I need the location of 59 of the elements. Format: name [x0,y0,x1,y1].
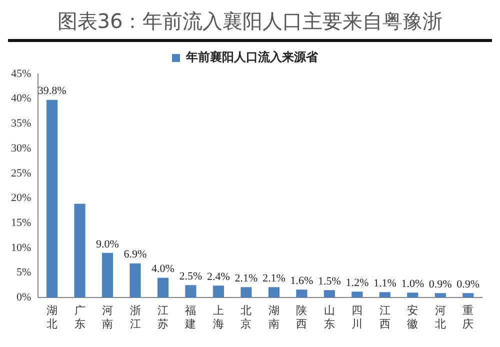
bar [407,292,418,298]
bar [268,287,280,298]
x-tick-label: 福建 [184,304,196,330]
x-tick-label: 湖南 [268,305,280,330]
bar [462,293,474,298]
bar [102,252,114,298]
bar [74,204,86,298]
x-tick-label: 山东 [324,304,335,330]
chart-title: 图表36：年前流入襄阳人口主要来自粤豫浙 [8,8,492,42]
x-tick-label: 江西 [379,305,390,330]
bar [185,285,196,298]
y-tick-label: 15% [10,216,32,229]
data-label: 1.6% [290,275,314,288]
bar [434,293,446,298]
bar [157,278,169,298]
data-label: 1.0% [401,278,424,290]
bar [296,290,308,298]
x-tick-label: 重庆 [462,304,474,330]
x-tick-label: 河南 [102,305,114,330]
data-label: 0.9% [428,278,452,291]
y-tick-label: 30% [10,142,32,154]
data-label: 2.5% [179,270,202,283]
bar [46,100,58,298]
x-tick-label: 陕西 [296,305,308,330]
bar [324,290,335,298]
x-tick-label: 四川 [352,305,363,330]
x-tick-label: 上海 [212,304,224,330]
x-tick-label: 北京 [240,304,252,330]
y-tick-label: 20% [10,192,32,204]
data-label: 2.1% [234,272,258,285]
data-label: 2.1% [262,272,286,285]
bar [379,292,390,298]
y-tick-label: 35% [10,118,32,130]
y-tick-label: 10% [10,242,32,254]
bar [130,263,141,298]
x-tick-label: 浙江 [130,304,141,330]
legend-label: 年前襄阳人口流入来源省 [185,50,319,64]
data-label: 2.4% [207,271,230,284]
x-tick-label: 河北 [434,305,446,330]
y-tick-label: 5% [16,266,32,279]
data-label: 9.0% [96,238,119,250]
data-label: 0.9% [456,278,480,291]
bar [352,292,363,298]
y-tick-label: 40% [10,92,32,105]
x-tick-label: 江苏 [157,305,168,330]
bar [240,287,252,298]
x-tick-label: 安徽 [407,304,418,330]
bar [212,286,224,298]
data-label: 4.0% [152,263,174,276]
y-tick-label: 45% [10,68,32,80]
data-label: 1.2% [346,277,369,290]
data-label: 1.1% [373,278,396,290]
x-tick-label: 湖北 [46,305,58,330]
data-label: 6.9% [124,248,147,261]
data-label: 1.5% [318,276,341,288]
y-tick-label: 25% [10,167,32,180]
x-tick-label: 广东 [74,304,86,330]
y-tick-label: 0% [16,291,32,304]
data-label: 39.8% [38,85,66,98]
